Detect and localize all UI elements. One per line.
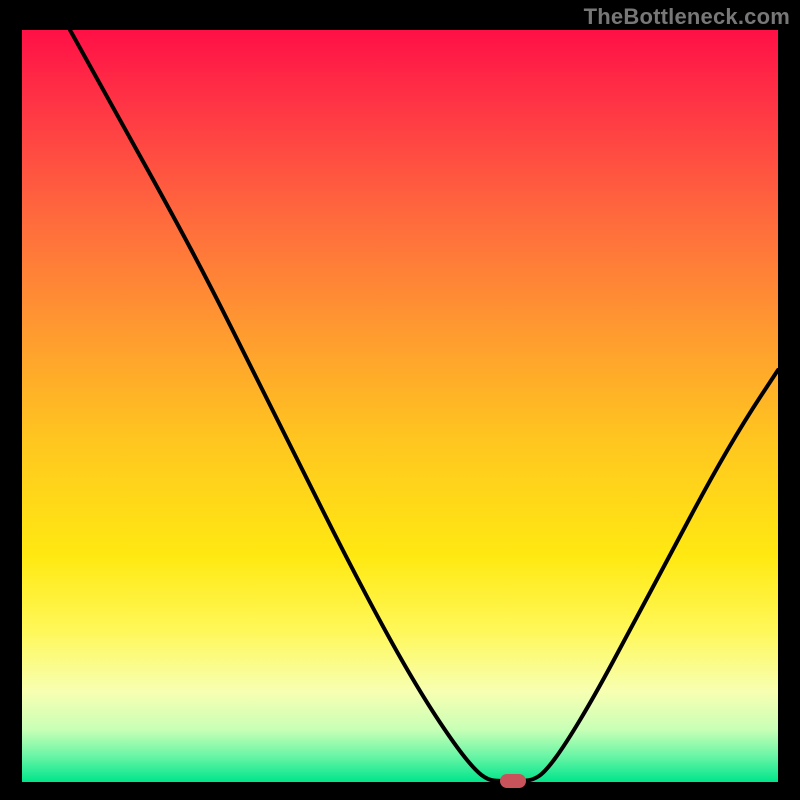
- optimum-marker: [500, 774, 526, 788]
- bottleneck-chart: [0, 0, 800, 800]
- watermark-text: TheBottleneck.com: [584, 4, 790, 30]
- chart-background: [22, 30, 778, 782]
